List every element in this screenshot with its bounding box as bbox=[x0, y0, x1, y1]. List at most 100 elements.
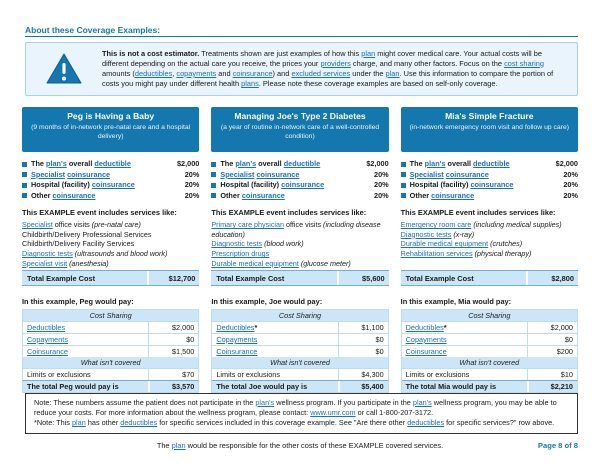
inline-link[interactable]: coinsurance bbox=[431, 190, 475, 200]
inline-link[interactable]: plan's bbox=[235, 159, 257, 168]
cost-sharing-rows: Deductibles* $2,000 Copayments $0 Coinsuranc… bbox=[401, 321, 577, 357]
inline-link[interactable]: Specialist bbox=[409, 169, 444, 179]
inline-link[interactable]: coinsurance bbox=[445, 169, 489, 179]
inline-link[interactable]: cost sharing bbox=[504, 58, 544, 68]
inline-link[interactable]: providers bbox=[320, 58, 351, 68]
inline-link[interactable]: plan bbox=[171, 441, 186, 450]
plan-fact-value: $2,000 bbox=[555, 159, 578, 168]
text-segment: * bbox=[254, 323, 258, 332]
inline-link[interactable]: Deductibles bbox=[27, 323, 66, 332]
text-segment: The bbox=[156, 441, 172, 450]
total-pay-value: $3,570 bbox=[148, 381, 198, 392]
example-header: Mia's Simple Fracture (in-network emerge… bbox=[400, 107, 578, 152]
inline-link[interactable]: coinsurance bbox=[281, 180, 325, 189]
plan-fact-row: Hospital (facility) coinsurance 20% bbox=[22, 180, 199, 191]
inline-link[interactable]: Coinsurance bbox=[216, 347, 258, 356]
payment-table: Cost Sharing Deductibles* $1,100 Copayment… bbox=[211, 309, 389, 393]
inline-link[interactable]: plan bbox=[385, 69, 400, 78]
plan-fact-row: Specialist coinsurance 20% bbox=[22, 170, 199, 181]
text-segment: Other bbox=[220, 190, 242, 200]
inline-link[interactable]: Diagnostic tests bbox=[400, 229, 452, 239]
bullet-square-icon bbox=[211, 182, 217, 188]
plan-fact-value: 20% bbox=[374, 169, 389, 179]
inline-link[interactable]: Diagnostic tests bbox=[22, 249, 73, 259]
inline-link[interactable]: Specialist bbox=[31, 169, 66, 179]
service-line: Specialist office visits (pre-natal care… bbox=[22, 220, 199, 230]
total-example-cost-row: Total Example Cost $12,700 bbox=[22, 270, 200, 286]
inline-link[interactable]: coinsurance bbox=[52, 190, 96, 200]
plan-fact-value: 20% bbox=[563, 169, 578, 179]
inline-link[interactable]: Diagnostic tests bbox=[211, 239, 263, 249]
inline-link[interactable]: coinsurance bbox=[232, 69, 273, 78]
inline-link[interactable]: deductibles bbox=[407, 418, 445, 428]
limits-value: $10 bbox=[526, 369, 577, 380]
inline-link[interactable]: coinsurance bbox=[470, 180, 514, 189]
inline-link[interactable]: Durable medical equipment bbox=[400, 239, 489, 249]
inline-link[interactable]: Coinsurance bbox=[405, 347, 447, 356]
inline-link[interactable]: plans bbox=[241, 79, 259, 89]
inline-link[interactable]: coinsurance bbox=[256, 169, 300, 179]
inline-link[interactable]: Copayments bbox=[216, 335, 258, 344]
inline-link[interactable]: Emergency room care bbox=[400, 220, 472, 229]
inline-link[interactable]: plan's bbox=[412, 398, 432, 407]
bullet-square-icon bbox=[22, 193, 27, 198]
text-segment: or call 1-800-207-3172. bbox=[355, 408, 434, 418]
example-title: Managing Joe's Type 2 Diabetes bbox=[234, 111, 366, 121]
inline-link[interactable]: deductible bbox=[283, 159, 321, 168]
text-segment: overall bbox=[256, 159, 284, 168]
inline-link[interactable]: coinsurance bbox=[67, 169, 111, 179]
inline-link[interactable]: Durable medical equipment bbox=[211, 258, 299, 268]
total-example-cost-value: $12,700 bbox=[147, 271, 199, 285]
text-segment: Other bbox=[409, 190, 432, 200]
service-line: Durable medical equipment (glucose meter… bbox=[211, 259, 388, 269]
bullet-square-icon bbox=[400, 172, 406, 177]
plan-fact-label: The plan's overall deductible bbox=[31, 159, 177, 170]
inline-link[interactable]: deductibles bbox=[134, 69, 173, 78]
cost-sharing-row-value: $200 bbox=[526, 346, 577, 357]
inline-link[interactable]: coinsurance bbox=[91, 180, 135, 189]
note-line-2: *Note: This plan has other deductibles f… bbox=[34, 418, 554, 427]
inline-link[interactable]: plan's bbox=[255, 398, 275, 407]
plan-fact-row: Other coinsurance 20% bbox=[22, 191, 199, 202]
text-segment: . Please note these coverage examples ar… bbox=[258, 79, 498, 89]
cost-sharing-row-value: $0 bbox=[337, 334, 388, 345]
inline-link[interactable]: Prescription drugs bbox=[211, 249, 270, 259]
inline-link[interactable]: Copayments bbox=[405, 335, 447, 344]
inline-link[interactable]: plan's bbox=[424, 159, 446, 168]
inline-link[interactable]: excluded services bbox=[291, 69, 351, 78]
inline-link[interactable]: Rehabilitation services bbox=[400, 249, 473, 259]
example-subtitle: (a year of routine in-network care of a … bbox=[220, 124, 380, 140]
cost-sharing-row-value: $1,500 bbox=[148, 346, 198, 357]
text-segment: Other bbox=[31, 190, 53, 200]
total-example-cost-row: Total Example Cost $2,800 bbox=[400, 270, 578, 286]
inline-link[interactable]: deductible bbox=[94, 159, 131, 168]
text-segment: wellness program, you may be able to red… bbox=[34, 398, 557, 418]
inline-link[interactable]: Deductibles bbox=[216, 323, 255, 332]
plan-fact-label: Other coinsurance bbox=[220, 191, 374, 202]
footer-text: The plan would be responsible for the ot… bbox=[0, 441, 600, 450]
inline-link[interactable]: Specialist bbox=[220, 169, 255, 179]
inline-link[interactable]: Specialist bbox=[22, 220, 53, 229]
inline-link[interactable]: Coinsurance bbox=[27, 347, 68, 356]
inline-link[interactable]: www.umr.com bbox=[310, 408, 356, 418]
inline-link[interactable]: deductible bbox=[473, 159, 510, 168]
inline-link[interactable]: plan bbox=[361, 48, 376, 58]
inline-link[interactable]: Specialist visit bbox=[22, 258, 68, 268]
text-segment: would be responsible for the other costs… bbox=[185, 441, 444, 450]
total-pay-value: $5,400 bbox=[337, 381, 388, 392]
total-pay-label: The total Mia would pay is bbox=[405, 382, 497, 391]
inline-link[interactable]: coinsurance bbox=[241, 190, 285, 200]
inline-link[interactable]: copayments bbox=[176, 69, 217, 78]
total-pay-row: The total Peg would pay is $3,570 bbox=[23, 380, 199, 392]
example-subtitle: (in-network emergency room visit and fol… bbox=[409, 124, 570, 131]
inline-link[interactable]: Deductibles bbox=[405, 323, 444, 332]
inline-link[interactable]: deductibles bbox=[120, 418, 158, 428]
inline-link[interactable]: plan bbox=[72, 418, 86, 428]
total-example-cost-row: Total Example Cost $5,600 bbox=[211, 270, 389, 286]
inline-link[interactable]: Copayments bbox=[27, 335, 68, 344]
example-title: Peg is Having a Baby bbox=[67, 111, 155, 121]
inline-link[interactable]: plan's bbox=[46, 159, 67, 168]
plan-fact-row: The plan's overall deductible $2,000 bbox=[22, 159, 199, 170]
inline-link[interactable]: Primary care physician bbox=[211, 220, 285, 229]
